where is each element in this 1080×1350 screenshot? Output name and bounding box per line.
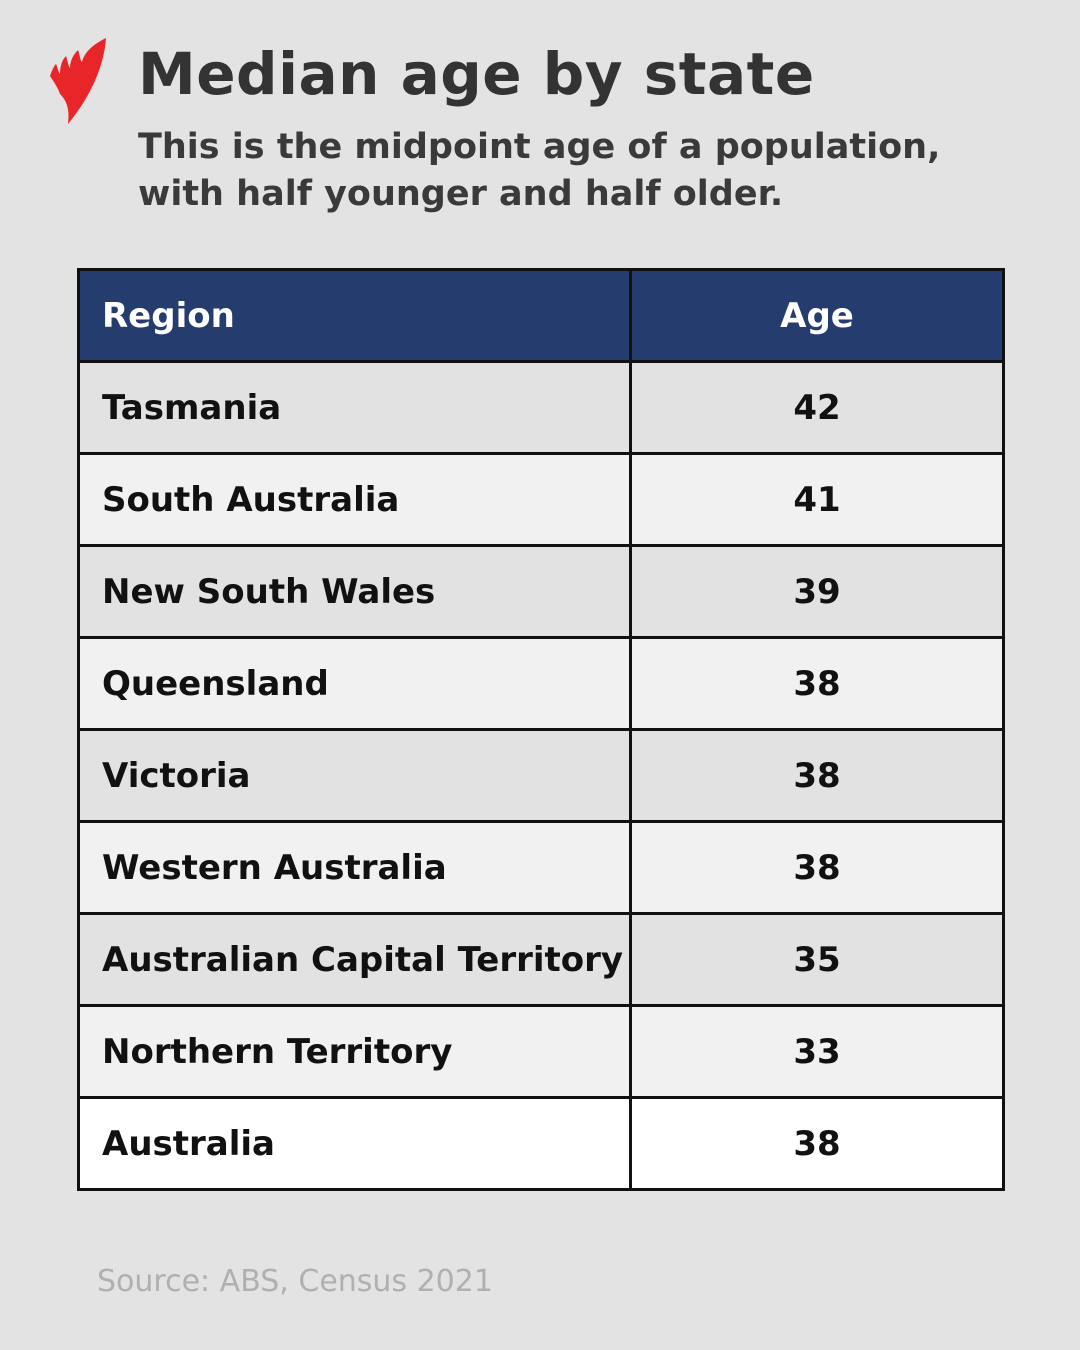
column-header-age: Age [629, 268, 1005, 363]
column-header-region: Region [77, 268, 632, 363]
table-row: South Australia 41 [77, 452, 1005, 547]
region-cell: Northern Territory [77, 1004, 632, 1099]
age-cell: 38 [629, 636, 1005, 731]
page-title: Median age by state [138, 40, 815, 108]
region-cell: Victoria [77, 728, 632, 823]
age-cell: 38 [629, 820, 1005, 915]
age-cell: 38 [629, 728, 1005, 823]
median-age-table: Region Age Tasmania 42 South Australia 41 Ne… [77, 268, 1005, 1191]
source-note: Source: ABS, Census 2021 [97, 1264, 493, 1299]
region-cell: Queensland [77, 636, 632, 731]
table-row: Australian Capital Territory 35 [77, 912, 1005, 1007]
age-cell: 35 [629, 912, 1005, 1007]
page-subtitle: This is the midpoint age of a population… [138, 127, 941, 214]
age-cell: 38 [629, 1096, 1005, 1191]
region-cell: Tasmania [77, 360, 632, 455]
age-cell: 39 [629, 544, 1005, 639]
table-row: Western Australia 38 [77, 820, 1005, 915]
region-cell: Australian Capital Territory [77, 912, 632, 1007]
region-cell: Western Australia [77, 820, 632, 915]
region-cell: South Australia [77, 452, 632, 547]
table-row: Australia 38 [77, 1096, 1005, 1191]
table-row: Tasmania 42 [77, 360, 1005, 455]
table-header-row: Region Age [77, 268, 1005, 363]
table-row: Queensland 38 [77, 636, 1005, 731]
region-cell: New South Wales [77, 544, 632, 639]
age-cell: 41 [629, 452, 1005, 547]
table-row: New South Wales 39 [77, 544, 1005, 639]
table-row: Northern Territory 33 [77, 1004, 1005, 1099]
region-cell: Australia [77, 1096, 632, 1191]
sbs-logo-icon [50, 38, 106, 124]
age-cell: 42 [629, 360, 1005, 455]
table-row: Victoria 38 [77, 728, 1005, 823]
age-cell: 33 [629, 1004, 1005, 1099]
